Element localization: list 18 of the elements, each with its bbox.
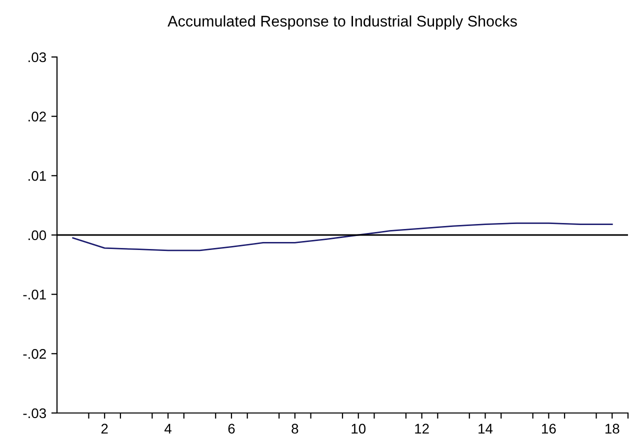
x-tick-label: 8 [292,424,298,434]
x-tick-label: 2 [101,424,108,434]
y-tick-label: .01 [28,171,46,181]
y-tick-label: .02 [28,112,46,122]
y-tick-label: -.03 [23,408,46,418]
x-tick-label: 6 [228,424,235,434]
x-tick-label: 14 [478,424,493,434]
chart-title: Accumulated Response to Industrial Supply Shocks [168,15,517,30]
x-tick-label: 10 [352,424,366,434]
line-series [72,222,613,252]
y-tick-label: -.02 [23,349,46,359]
x-tick-label: 16 [542,424,556,434]
y-tick-label: -.01 [23,290,46,300]
y-tick-label: .00 [28,230,46,240]
y-tick-label: .03 [28,52,46,62]
x-tick-label: 12 [415,424,429,434]
x-tick-label: 4 [164,424,172,434]
x-tick-label: 18 [605,424,620,434]
